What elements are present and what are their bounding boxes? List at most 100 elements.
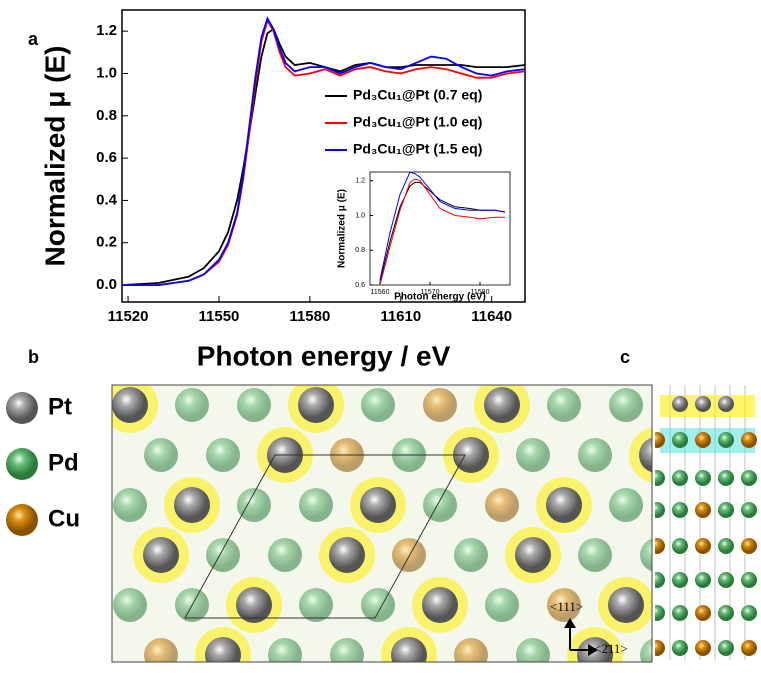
atom bbox=[718, 538, 734, 554]
y-tick-label: 1.0 bbox=[96, 64, 117, 81]
atom bbox=[516, 438, 550, 472]
legend-label: Pd bbox=[48, 449, 79, 476]
element-legend: Pt Pd Cu bbox=[6, 392, 80, 536]
atom bbox=[695, 502, 711, 518]
atom bbox=[655, 432, 665, 448]
atom bbox=[639, 437, 652, 473]
atom bbox=[741, 470, 757, 486]
atom bbox=[672, 538, 688, 554]
axis-arrows: <111> <2̄11> bbox=[550, 599, 628, 656]
atom bbox=[206, 438, 240, 472]
atom bbox=[741, 502, 757, 518]
atom bbox=[655, 640, 665, 656]
series-line bbox=[379, 178, 505, 285]
atom bbox=[485, 488, 519, 522]
atom bbox=[392, 538, 426, 572]
atom bbox=[695, 605, 711, 621]
x-axis-label: Photon energy / eV bbox=[197, 340, 451, 371]
legend-atom bbox=[6, 504, 38, 536]
structure-side-view bbox=[655, 385, 757, 660]
direction-label: <111> bbox=[550, 599, 583, 614]
y-tick-label: 0.8 bbox=[96, 107, 117, 124]
atom bbox=[672, 572, 688, 588]
y-tick-label: 0.8 bbox=[355, 247, 365, 254]
x-tick-label: 11640 bbox=[471, 308, 512, 325]
atom bbox=[454, 638, 488, 662]
atom bbox=[143, 537, 179, 573]
atom bbox=[454, 538, 488, 572]
atom bbox=[174, 487, 210, 523]
series-group bbox=[122, 16, 525, 286]
y-axis-label: Normalized μ (E) bbox=[39, 46, 70, 267]
atom bbox=[329, 537, 365, 573]
atom bbox=[144, 638, 178, 662]
atom bbox=[718, 396, 734, 412]
atom bbox=[237, 488, 271, 522]
y-tick-label: 1.2 bbox=[96, 22, 117, 39]
atom bbox=[422, 587, 458, 623]
panel-frame bbox=[111, 384, 653, 663]
y-tick-label: 0.4 bbox=[96, 191, 118, 208]
legend-label: Pd₃Cu₁@Pt (1.5 eq) bbox=[353, 141, 482, 157]
x-axis-label: Photon energy (eV) bbox=[394, 292, 486, 303]
atom bbox=[113, 588, 147, 622]
atom bbox=[205, 637, 241, 662]
atom bbox=[299, 488, 333, 522]
legend-label: Pt bbox=[48, 393, 72, 420]
atom bbox=[695, 396, 711, 412]
panel-label: b bbox=[28, 347, 39, 367]
atom bbox=[578, 438, 612, 472]
series-line bbox=[122, 16, 525, 286]
atom bbox=[423, 488, 457, 522]
y-tick-label: 1.0 bbox=[355, 212, 365, 219]
y-tick-label: 0.6 bbox=[96, 149, 117, 166]
atom bbox=[299, 588, 333, 622]
series-line bbox=[379, 172, 506, 280]
series-group bbox=[379, 172, 506, 285]
atom bbox=[655, 470, 665, 486]
x-tick-label: 11560 bbox=[371, 289, 390, 296]
atom bbox=[298, 387, 334, 423]
legend-atom bbox=[6, 392, 38, 424]
y-tick-label: 0.6 bbox=[355, 282, 365, 289]
atom bbox=[423, 388, 457, 422]
x-tick-label: 11580 bbox=[289, 308, 330, 325]
series-line bbox=[122, 27, 525, 286]
series-line bbox=[122, 18, 525, 286]
atom bbox=[695, 470, 711, 486]
atom bbox=[695, 538, 711, 554]
atom bbox=[640, 638, 652, 662]
atom bbox=[361, 588, 395, 622]
atom bbox=[695, 572, 711, 588]
x-tick-label: 11550 bbox=[199, 308, 240, 325]
legend-label: Pd₃Cu₁@Pt (1.0 eq) bbox=[353, 114, 482, 130]
legend-label: Cu bbox=[48, 505, 80, 532]
atom bbox=[741, 640, 757, 656]
atom bbox=[515, 537, 551, 573]
unit-cell bbox=[184, 454, 466, 619]
atom bbox=[741, 605, 757, 621]
y-tick-label: 1.2 bbox=[355, 178, 365, 185]
atom bbox=[672, 640, 688, 656]
atom bbox=[718, 605, 734, 621]
atom bbox=[718, 432, 734, 448]
atom bbox=[655, 605, 665, 621]
atom bbox=[206, 538, 240, 572]
atom bbox=[547, 588, 581, 622]
atom bbox=[268, 538, 302, 572]
panel-label: c bbox=[620, 347, 630, 367]
x-tick-label: 11520 bbox=[108, 308, 149, 325]
atom bbox=[695, 432, 711, 448]
atom bbox=[330, 638, 364, 662]
x-tick-label: 11610 bbox=[380, 308, 421, 325]
legend-label: Pd₃Cu₁@Pt (0.7 eq) bbox=[353, 87, 482, 103]
atom bbox=[718, 572, 734, 588]
atom bbox=[268, 638, 302, 662]
atom bbox=[741, 572, 757, 588]
atom bbox=[741, 432, 757, 448]
atom bbox=[484, 387, 520, 423]
atom bbox=[672, 605, 688, 621]
atom bbox=[361, 388, 395, 422]
x-tick-label: 11580 bbox=[471, 289, 490, 296]
